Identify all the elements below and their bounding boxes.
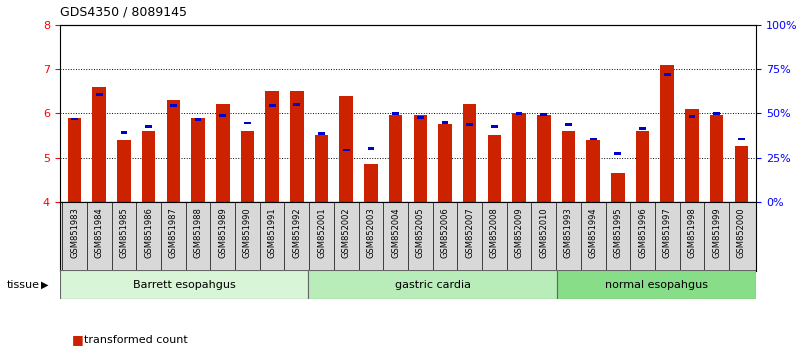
Bar xyxy=(92,87,106,202)
Text: GSM852004: GSM852004 xyxy=(391,207,400,258)
Text: GSM852006: GSM852006 xyxy=(440,207,450,258)
Bar xyxy=(339,96,353,202)
Bar xyxy=(491,125,498,128)
Bar xyxy=(343,149,349,152)
Text: GDS4350 / 8089145: GDS4350 / 8089145 xyxy=(60,5,187,18)
Text: GSM852008: GSM852008 xyxy=(490,207,499,258)
Bar xyxy=(587,140,600,202)
Bar xyxy=(735,147,748,202)
Bar xyxy=(516,112,522,115)
Bar xyxy=(417,116,423,119)
Bar xyxy=(636,131,650,202)
Bar xyxy=(537,115,551,202)
Text: GSM851991: GSM851991 xyxy=(267,207,276,258)
Bar xyxy=(314,136,328,202)
FancyBboxPatch shape xyxy=(557,270,756,299)
Bar xyxy=(639,127,646,130)
Bar xyxy=(463,104,477,202)
Bar xyxy=(513,113,526,202)
FancyBboxPatch shape xyxy=(308,270,557,299)
Bar xyxy=(318,132,325,135)
Text: GSM851998: GSM851998 xyxy=(688,207,696,258)
Bar xyxy=(294,103,300,106)
Bar xyxy=(466,123,473,126)
Bar xyxy=(710,115,724,202)
Text: GSM851989: GSM851989 xyxy=(218,207,227,258)
Text: transformed count: transformed count xyxy=(84,335,187,345)
Text: GSM851987: GSM851987 xyxy=(169,207,178,258)
Bar xyxy=(290,91,303,202)
Bar xyxy=(689,115,696,118)
Bar xyxy=(170,104,177,107)
Bar xyxy=(269,104,275,107)
Bar xyxy=(142,131,155,202)
Text: GSM851992: GSM851992 xyxy=(292,207,302,258)
Bar xyxy=(120,131,127,134)
Bar xyxy=(191,118,205,202)
Bar xyxy=(368,147,374,150)
Text: GSM851986: GSM851986 xyxy=(144,207,153,258)
Bar xyxy=(194,119,201,121)
Bar xyxy=(240,131,254,202)
Text: Barrett esopahgus: Barrett esopahgus xyxy=(133,280,236,290)
Bar xyxy=(615,152,622,155)
Text: GSM851985: GSM851985 xyxy=(119,207,128,258)
Text: GSM851983: GSM851983 xyxy=(70,207,79,258)
Bar xyxy=(364,164,377,202)
Text: GSM851984: GSM851984 xyxy=(95,207,103,258)
Bar xyxy=(68,118,81,202)
Bar xyxy=(562,131,576,202)
Bar xyxy=(439,124,452,202)
Text: ▶: ▶ xyxy=(41,280,49,290)
Text: GSM852005: GSM852005 xyxy=(416,207,425,258)
Bar xyxy=(388,115,403,202)
Text: GSM852007: GSM852007 xyxy=(465,207,474,258)
Text: GSM852010: GSM852010 xyxy=(540,207,548,258)
Text: normal esopahgus: normal esopahgus xyxy=(605,280,708,290)
Bar xyxy=(117,140,131,202)
FancyBboxPatch shape xyxy=(60,270,308,299)
Text: GSM852003: GSM852003 xyxy=(366,207,376,258)
Bar xyxy=(738,137,745,141)
Text: GSM851995: GSM851995 xyxy=(614,207,622,258)
Text: GSM852002: GSM852002 xyxy=(341,207,351,258)
Text: GSM851999: GSM851999 xyxy=(712,207,721,258)
Bar xyxy=(442,121,448,124)
Text: GSM851993: GSM851993 xyxy=(564,207,573,258)
Text: GSM851990: GSM851990 xyxy=(243,207,252,258)
Bar xyxy=(565,123,572,126)
Text: GSM852000: GSM852000 xyxy=(737,207,746,258)
Text: GSM851997: GSM851997 xyxy=(663,207,672,258)
Bar xyxy=(540,113,547,116)
Bar xyxy=(220,114,226,117)
Bar xyxy=(216,104,229,202)
Bar xyxy=(96,93,103,96)
Bar xyxy=(392,112,399,115)
Text: GSM851994: GSM851994 xyxy=(589,207,598,258)
Bar xyxy=(488,136,501,202)
Bar xyxy=(166,100,180,202)
Text: tissue: tissue xyxy=(6,280,39,290)
Bar xyxy=(413,115,427,202)
Bar xyxy=(685,109,699,202)
Bar xyxy=(265,91,279,202)
Text: ■: ■ xyxy=(72,333,84,346)
Bar xyxy=(244,121,251,125)
Text: GSM851996: GSM851996 xyxy=(638,207,647,258)
Bar xyxy=(71,118,78,120)
Text: GSM851988: GSM851988 xyxy=(193,207,202,258)
Bar xyxy=(713,112,720,115)
Bar xyxy=(145,125,152,128)
Bar xyxy=(611,173,625,202)
Text: GSM852009: GSM852009 xyxy=(514,207,524,258)
Bar xyxy=(590,137,596,141)
Bar xyxy=(661,65,674,202)
Text: GSM852001: GSM852001 xyxy=(317,207,326,258)
Bar xyxy=(664,73,671,76)
Text: gastric cardia: gastric cardia xyxy=(395,280,470,290)
